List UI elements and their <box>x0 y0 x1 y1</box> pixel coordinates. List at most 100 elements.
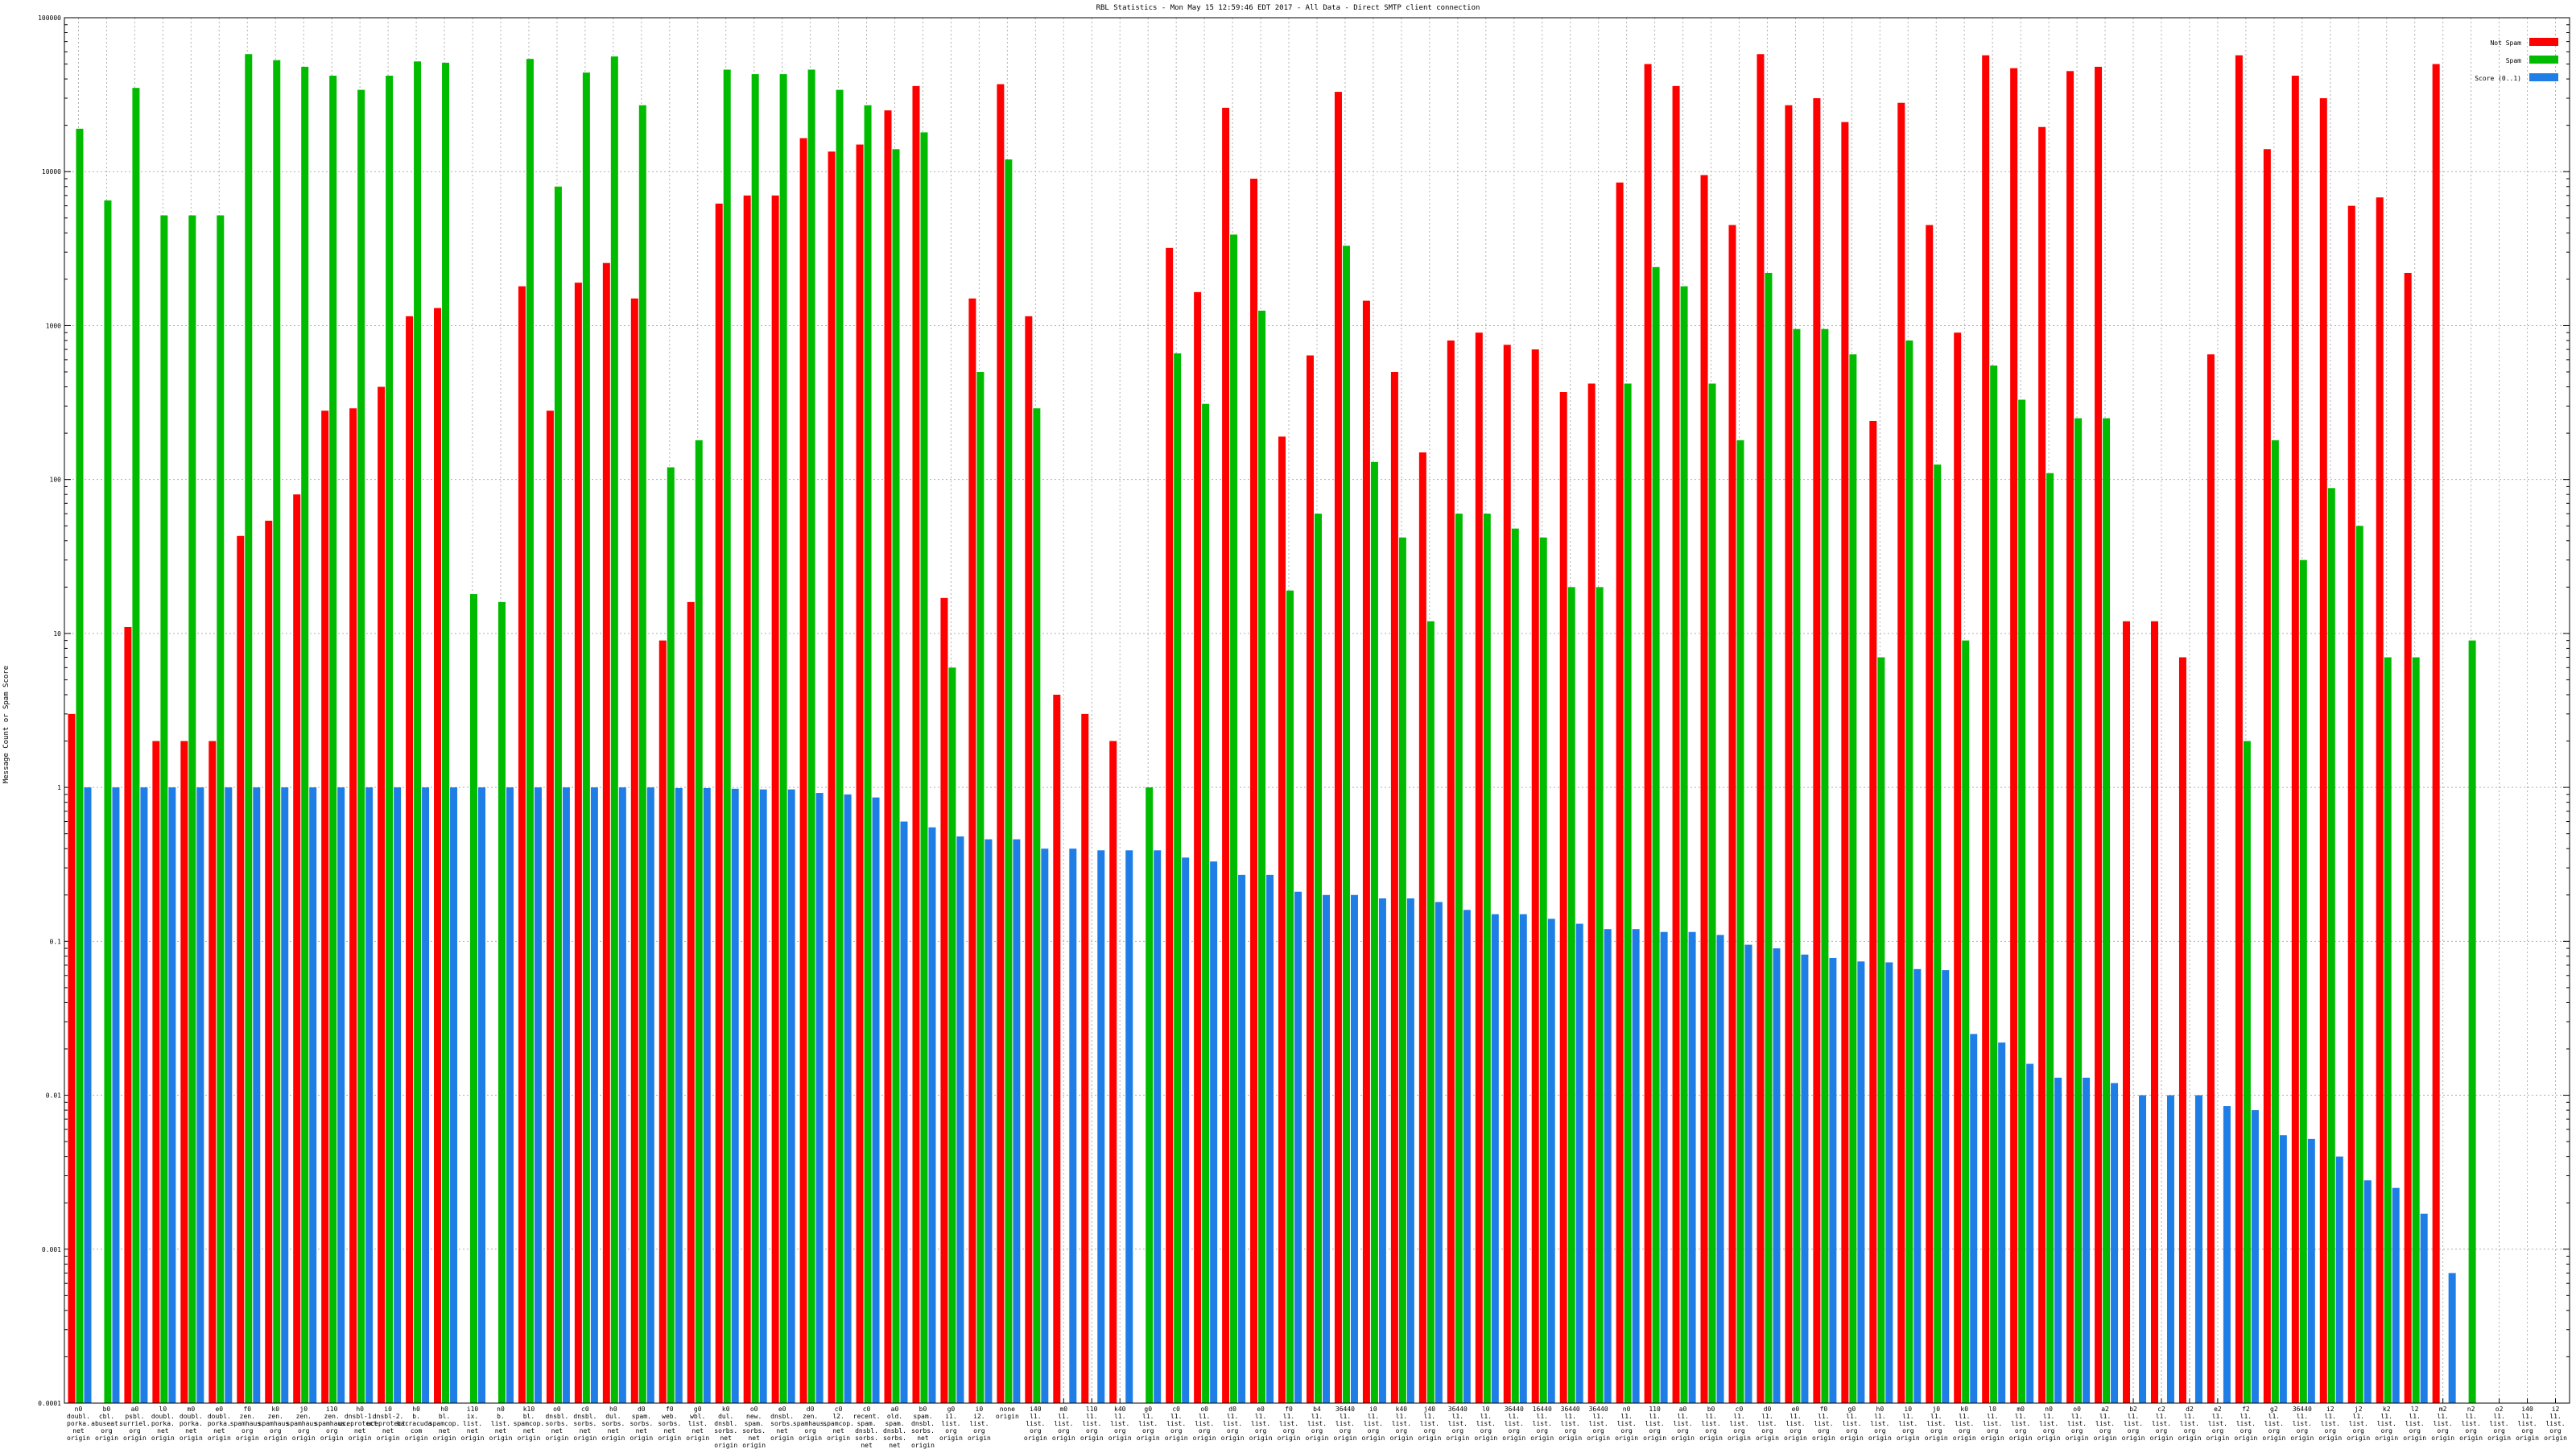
bar-score-0-1 <box>506 787 514 1403</box>
x-tick-label: j0 zen. spamhaus. org origin <box>287 1406 321 1442</box>
bar-spam <box>836 89 844 1403</box>
x-tick-label: h0 dnsbl-1. uceprotect. net origin <box>339 1406 382 1442</box>
bar-not-spam <box>378 386 386 1403</box>
x-tick-label: g0 l1. list. org origin <box>1137 1406 1160 1442</box>
x-tick-label: l0 doubl. porka. net origin <box>151 1406 175 1442</box>
bar-spam <box>1286 590 1294 1403</box>
bar-not-spam <box>1757 54 1765 1404</box>
bar-not-spam <box>1222 107 1230 1403</box>
x-tick-label: n2 l1. list. org origin <box>2459 1406 2483 1442</box>
legend-swatch <box>2529 56 2558 64</box>
y-axis-label: Message Count or Spam Score <box>2 666 10 783</box>
x-tick-label: h0 bl. spamcop. net origin <box>429 1406 460 1442</box>
bar-spam <box>779 74 787 1403</box>
bar-not-spam <box>1362 300 1370 1404</box>
x-tick-label: h0 l1. list. org origin <box>1868 1406 1892 1442</box>
bar-not-spam <box>1672 85 1680 1403</box>
bar-not-spam <box>2347 205 2355 1403</box>
x-tick-label: k40 l1. list. org origin <box>1389 1406 1413 1442</box>
bar-score-0-1 <box>196 787 204 1403</box>
x-tick-label: 110 l1. list. org origin <box>1643 1406 1666 1442</box>
bar-not-spam <box>1081 713 1089 1403</box>
y-tick-label: 10000 <box>42 168 61 175</box>
x-tick-label: f0 l1. list. org origin <box>1812 1406 1835 1442</box>
bar-not-spam <box>743 195 751 1404</box>
x-tick-label: b0 spam. dnsbl. sorbs. net origin <box>911 1406 935 1449</box>
bar-spam <box>1596 587 1604 1403</box>
bar-spam <box>1539 537 1547 1404</box>
bar-score-0-1 <box>1519 914 1527 1403</box>
x-tick-label: o0 l1. list. org origin <box>2066 1406 2089 1442</box>
x-tick-label: i2 l1. list. org origin <box>2544 1406 2567 1442</box>
bar-not-spam <box>1869 420 1877 1403</box>
bar-score-0-1 <box>815 793 824 1403</box>
x-tick-label: b0 l1. list. org origin <box>1699 1406 1723 1442</box>
bar-score-0-1 <box>2054 1077 2062 1403</box>
bar-spam <box>442 62 450 1404</box>
x-tick-label: d0 spam. sorbs. net origin <box>630 1406 653 1442</box>
x-tick-label: g0 i1. list. org origin <box>939 1406 963 1442</box>
bar-not-spam <box>1644 64 1652 1404</box>
bar-spam <box>1005 159 1013 1403</box>
bar-spam <box>1680 286 1688 1404</box>
x-tick-label: a0 psbl. surriel. org origin <box>119 1406 151 1442</box>
bar-not-spam <box>1109 741 1117 1403</box>
bar-score-0-1 <box>309 787 317 1403</box>
bar-not-spam <box>434 308 442 1403</box>
bar-spam <box>1230 234 1238 1403</box>
x-tick-label: 36440 l1. list. org origin <box>1334 1406 1357 1442</box>
bar-score-0-1 <box>1716 935 1724 1403</box>
bar-spam <box>414 61 422 1403</box>
bar-score-0-1 <box>112 787 120 1403</box>
x-tick-label: k0 dul. dnsbl. sorbs. net origin <box>714 1406 737 1449</box>
bar-score-0-1 <box>2392 1187 2400 1403</box>
bar-not-spam <box>2291 76 2299 1404</box>
legend: Not Spam Spam Score (0..1) <box>2475 38 2558 82</box>
bar-not-spam <box>2066 71 2074 1403</box>
x-tick-label: m0 l1. list. org origin <box>1052 1406 1075 1442</box>
bar-spam <box>497 601 506 1403</box>
bar-not-spam <box>1926 225 1934 1404</box>
x-tick-label: b2 l1. list. org origin <box>2122 1406 2145 1442</box>
x-tick-label: 36440 l1. list. org origin <box>1587 1406 1610 1442</box>
bar-not-spam <box>658 640 667 1403</box>
y-tick-label: 1000 <box>46 322 61 329</box>
x-tick-label: c0 l1. list. org origin <box>1165 1406 1188 1442</box>
bar-score-0-1 <box>478 787 486 1403</box>
bar-not-spam <box>1025 316 1033 1404</box>
bar-spam <box>1202 403 1210 1403</box>
bar-spam <box>1934 464 1942 1404</box>
x-tick-label: e2 l1. list. org origin <box>2206 1406 2229 1442</box>
x-tick-label: d0 zen. spamhaus. org origin <box>793 1406 828 1442</box>
bar-spam <box>2412 657 2420 1403</box>
x-tick-label: c0 l1. list. org origin <box>1728 1406 1751 1442</box>
bar-score-0-1 <box>225 787 233 1403</box>
bar-spam <box>751 74 759 1403</box>
x-tick-label: b0 cbl. abuseat. org origin <box>91 1406 122 1442</box>
bar-score-0-1 <box>2111 1083 2119 1403</box>
x-tick-label: h0 b. barracuda. com origin <box>397 1406 436 1442</box>
bar-spam <box>638 105 646 1404</box>
x-tick-label: l2 l1. list. org origin <box>2403 1406 2426 1442</box>
x-tick-label: l0 l1. list. org origin <box>1981 1406 2004 1442</box>
bar-score-0-1 <box>2307 1138 2315 1403</box>
bar-score-0-1 <box>140 787 148 1403</box>
bar-score-0-1 <box>2194 1095 2202 1403</box>
bar-score-0-1 <box>646 787 654 1403</box>
bar-score-0-1 <box>1970 1034 1978 1403</box>
bar-not-spam <box>602 262 610 1403</box>
bar-spam <box>1174 353 1182 1403</box>
bar-not-spam <box>1390 372 1398 1403</box>
x-tick-label: e0 l1. list. org origin <box>1784 1406 1807 1442</box>
bar-spam <box>526 59 534 1404</box>
x-tick-label: c0 l2. spamcop. net origin <box>823 1406 854 1442</box>
bar-score-0-1 <box>675 787 683 1403</box>
bar-score-0-1 <box>1913 968 1922 1403</box>
bar-not-spam <box>1982 55 1990 1404</box>
bar-score-0-1 <box>2335 1156 2343 1403</box>
x-tick-label: o0 dnsbl. sorbs. net origin <box>545 1406 568 1442</box>
bar-not-spam <box>265 520 273 1404</box>
x-tick-label: j40 l1. list. org origin <box>1418 1406 1441 1442</box>
x-tick-label: n0 l1. list. org origin <box>1615 1406 1638 1442</box>
